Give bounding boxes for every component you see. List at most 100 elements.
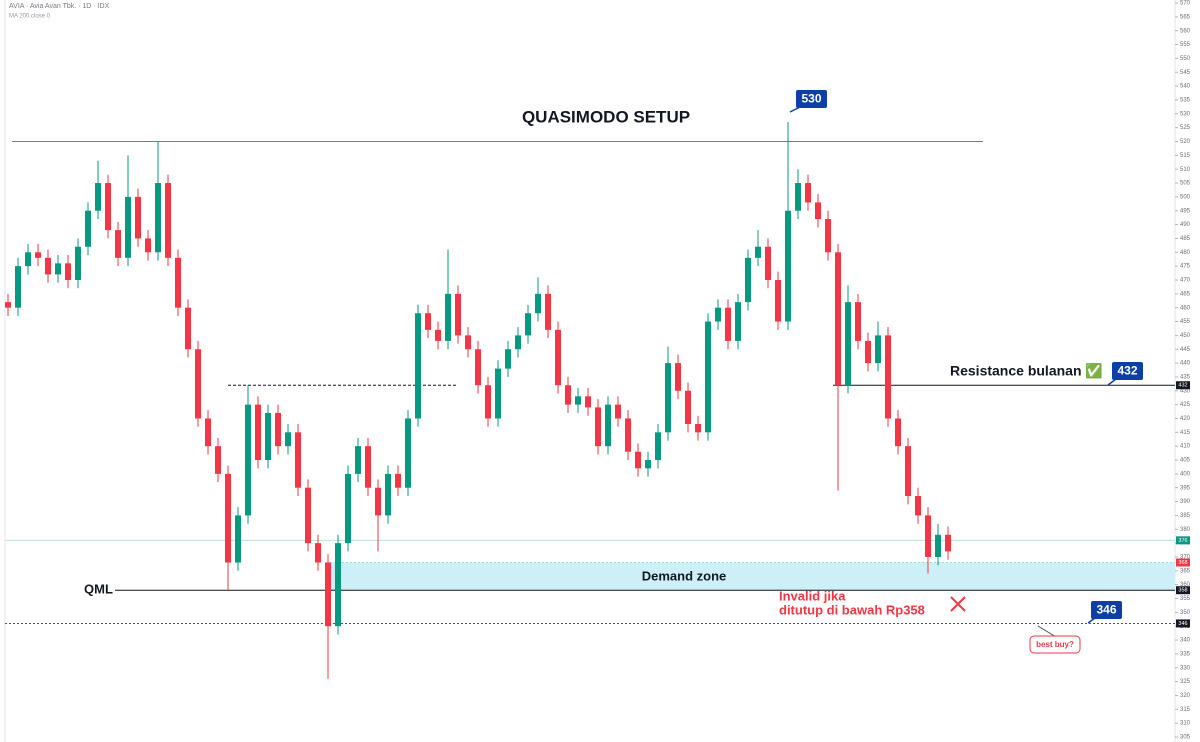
candle-body (155, 183, 161, 253)
y-tick-label: 565 (1180, 14, 1191, 20)
candle-body (265, 412, 271, 461)
y-tick-label: 325 (1180, 679, 1191, 685)
y-tick-label: 310 (1180, 721, 1191, 727)
y-tick-label: 365 (1180, 568, 1191, 574)
candle-body (945, 534, 951, 552)
candle-body (595, 407, 601, 447)
candle-body (255, 404, 261, 461)
candle-body (855, 302, 861, 341)
y-tick-label: 555 (1180, 42, 1191, 48)
candle-body (725, 307, 731, 341)
candle-body (605, 404, 611, 447)
candle-body (675, 363, 681, 391)
candle-body (495, 368, 501, 419)
candle-body (665, 363, 671, 433)
candle-body (215, 446, 221, 474)
y-tick-label: 535 (1180, 98, 1191, 104)
candle-body (775, 279, 781, 322)
y-tick-label: 305 (1180, 735, 1191, 741)
y-tick-label: 435 (1180, 375, 1191, 381)
candle-body (825, 219, 831, 253)
y-tick-label: 395 (1180, 485, 1191, 491)
invalid-note: Invalid jika (779, 588, 846, 603)
candle-body (745, 257, 751, 303)
candle-body (485, 385, 491, 419)
chart-title: QUASIMODO SETUP (522, 107, 690, 126)
candle-body (755, 246, 761, 258)
price-tag-label: 368 (1178, 560, 1187, 566)
candle-body (35, 252, 41, 258)
candle-body (455, 293, 461, 336)
candle-body (65, 263, 71, 280)
candle-body (135, 196, 141, 239)
y-tick-label: 340 (1180, 638, 1191, 644)
candle-body (25, 252, 31, 267)
price-tag-label: 346 (1178, 621, 1187, 627)
candle-body (555, 329, 561, 386)
qml-label: QML (84, 581, 113, 596)
candle-body (475, 349, 481, 386)
candle-body (585, 396, 591, 408)
y-tick-label: 480 (1180, 250, 1191, 256)
candle-body (425, 313, 431, 330)
y-tick-label: 335 (1180, 651, 1191, 657)
candle-body (315, 543, 321, 563)
y-tick-label: 540 (1180, 84, 1191, 90)
candle-body (405, 418, 411, 488)
price-tag (1176, 586, 1190, 595)
y-tick-label: 415 (1180, 430, 1191, 436)
y-tick-label: 390 (1180, 499, 1191, 505)
y-tick-label: 485 (1180, 236, 1191, 242)
candle-body (365, 446, 371, 488)
price-tag-label: 358 (1178, 588, 1187, 594)
y-tick-label: 445 (1180, 347, 1191, 353)
candle-body (375, 487, 381, 516)
candle-body (635, 451, 641, 469)
candle-body (105, 183, 111, 231)
candle-body (165, 183, 171, 258)
candle-body (835, 252, 841, 386)
callout-label: 346 (1096, 603, 1116, 617)
candle-body (895, 418, 901, 447)
y-tick-label: 470 (1180, 278, 1191, 284)
candle-body (115, 230, 121, 258)
candle-body (305, 487, 311, 544)
y-tick-label: 505 (1180, 181, 1191, 187)
y-tick-label: 455 (1180, 319, 1191, 325)
y-tick-label: 440 (1180, 361, 1191, 367)
candle-body (175, 257, 181, 308)
candle-body (55, 263, 61, 275)
candle-body (445, 293, 451, 341)
y-tick-label: 400 (1180, 471, 1191, 477)
callout-label: 432 (1117, 364, 1137, 378)
candle-body (325, 562, 331, 627)
y-tick-label: 320 (1180, 693, 1191, 699)
y-tick-label: 525 (1180, 125, 1191, 131)
y-tick-label: 530 (1180, 111, 1191, 117)
y-tick-label: 420 (1180, 416, 1191, 422)
candle-body (235, 515, 241, 563)
candle-body (45, 257, 51, 275)
price-tag (1176, 619, 1190, 628)
candle-body (545, 293, 551, 330)
candle-body (575, 396, 581, 405)
y-tick-label: 380 (1180, 527, 1191, 533)
resistance-label: Resistance bulanan ✅ (950, 363, 1103, 380)
candle-body (815, 202, 821, 220)
invalid-cross (950, 596, 966, 612)
y-tick-label: 570 (1180, 1, 1191, 7)
candle-body (225, 473, 231, 563)
best-buy-box (1029, 635, 1081, 654)
candle-body (925, 515, 931, 557)
candle-body (345, 473, 351, 544)
y-tick-label: 500 (1180, 194, 1191, 200)
y-tick-label: 490 (1180, 222, 1191, 228)
candle-body (935, 534, 941, 557)
candle-body (645, 460, 651, 469)
price-tag-label: 376 (1178, 538, 1187, 544)
candle-body (465, 335, 471, 350)
candle-body (845, 302, 851, 386)
candle-body (735, 302, 741, 341)
y-tick-label: 460 (1180, 305, 1191, 311)
